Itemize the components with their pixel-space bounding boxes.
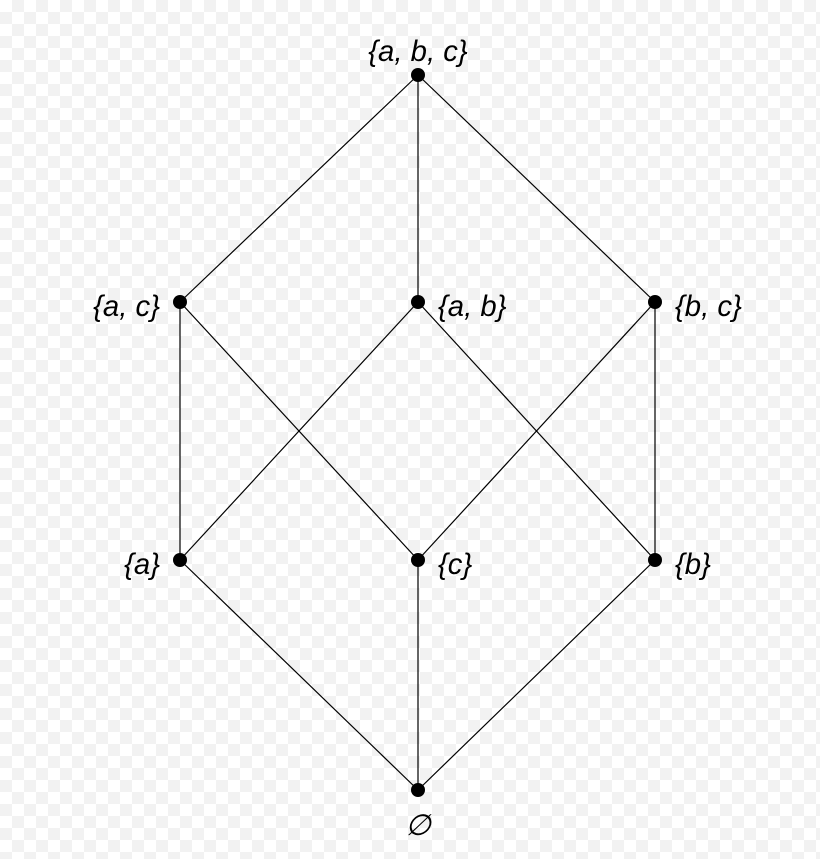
label-ab: {a, b}	[438, 290, 507, 324]
node-ab	[411, 295, 425, 309]
edge-top-bc	[418, 75, 655, 302]
node-bc	[648, 295, 662, 309]
edge-b-bottom	[418, 560, 655, 790]
node-c	[411, 553, 425, 567]
edge-a-bottom	[180, 560, 418, 790]
label-ac: {a, c}	[93, 290, 160, 324]
node-bottom	[411, 783, 425, 797]
label-a: {a}	[124, 548, 160, 582]
node-ac	[173, 295, 187, 309]
label-top: {a, b, c}	[368, 35, 467, 69]
node-b	[648, 553, 662, 567]
label-c: {c}	[438, 548, 472, 582]
edges-layer	[180, 75, 655, 790]
label-b: {b}	[675, 548, 711, 582]
hasse-diagram	[0, 0, 820, 859]
node-a	[173, 553, 187, 567]
node-top	[411, 68, 425, 82]
edge-top-ac	[180, 75, 418, 302]
label-bottom: ∅	[405, 808, 431, 843]
label-bc: {b, c}	[675, 290, 742, 324]
